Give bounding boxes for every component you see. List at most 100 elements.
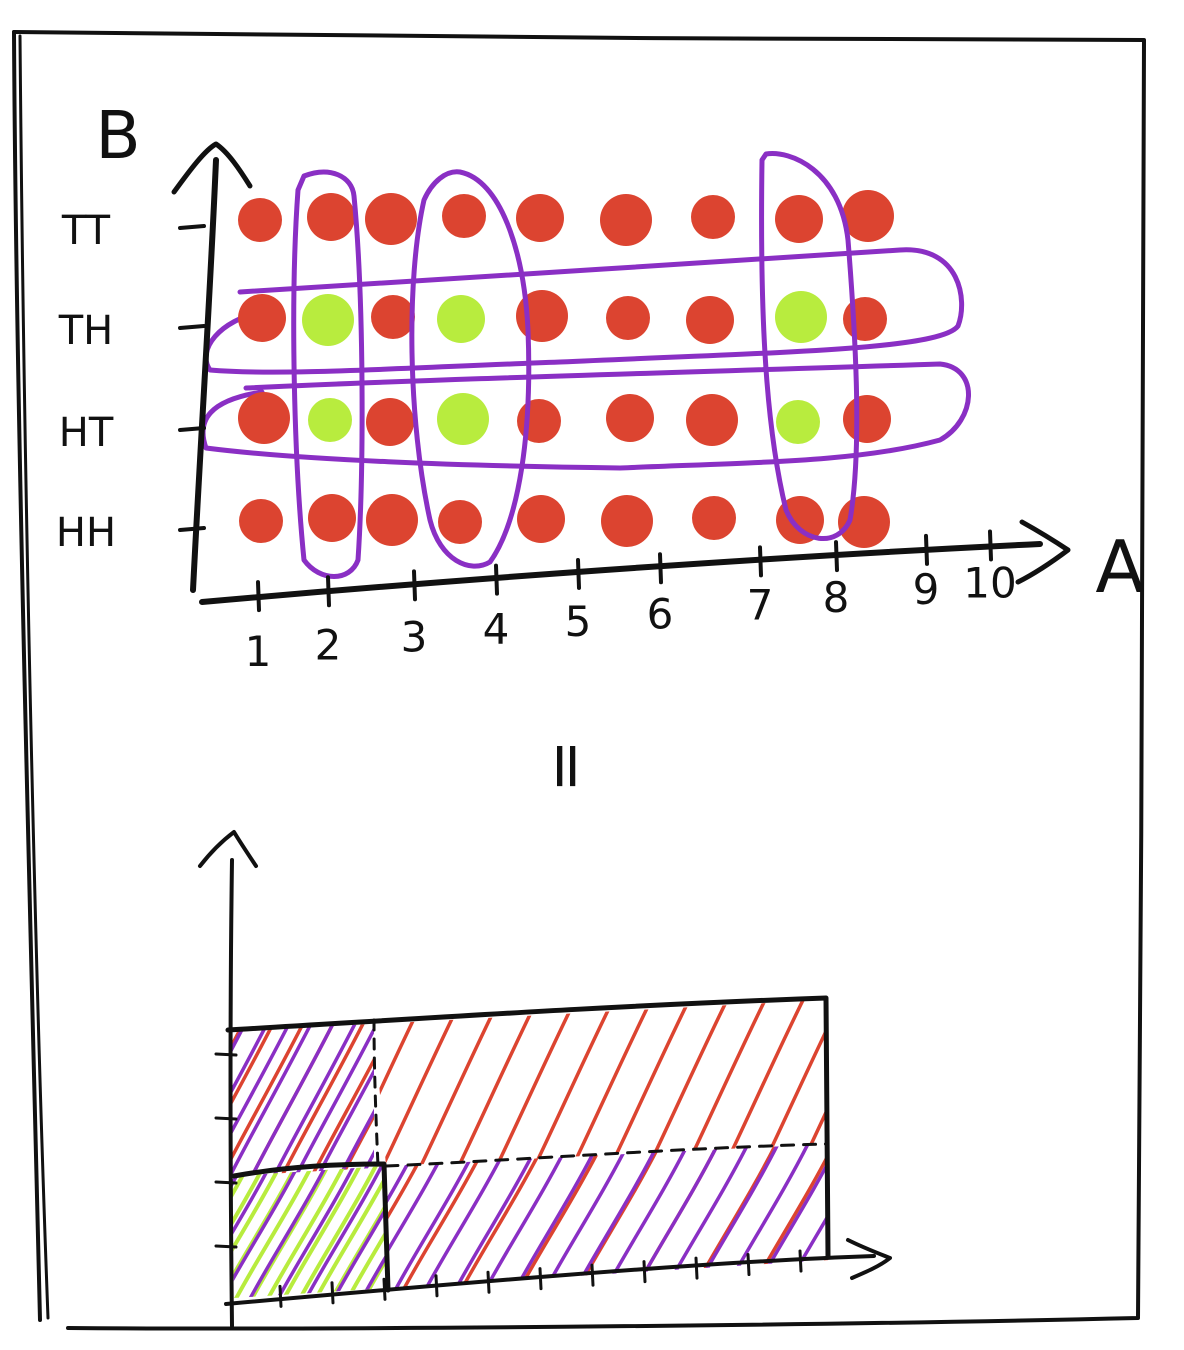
x-tick-label-9: 9 xyxy=(913,565,940,614)
left-strip-dashed-right xyxy=(372,1018,380,1168)
area-y-tick-3 xyxy=(214,1180,238,1185)
area-x-axis xyxy=(224,1254,876,1306)
x-tick-mark-6 xyxy=(658,552,663,585)
dot-TT-4-red xyxy=(442,194,486,238)
hatch-green-intersection-stroke xyxy=(232,1166,322,1298)
x-tick-label-8: 8 xyxy=(823,573,850,622)
hatch-purple-left-top-stroke xyxy=(314,1024,374,1176)
y-ticks: HH HT TH TT xyxy=(56,208,206,556)
dot-HT-1-red xyxy=(238,392,290,444)
dot-TH-9-red xyxy=(843,297,887,341)
area-x-tick-8 xyxy=(642,1260,647,1284)
dot-HT-9-red xyxy=(843,395,891,443)
dot-TH-1-red xyxy=(238,294,286,342)
dot-TH-4-green xyxy=(437,295,485,343)
area-x-tick-2 xyxy=(330,1281,335,1305)
y-axis-title: B xyxy=(95,97,140,174)
y-tick-mark-HH xyxy=(178,526,206,532)
hatch-fill xyxy=(230,990,922,1298)
x-tick-mark-2 xyxy=(326,575,331,608)
dot-HT-4-green xyxy=(437,393,489,445)
dot-TT-3-red xyxy=(365,193,417,245)
row-group-loop-TH xyxy=(203,247,965,375)
hatch-purple-left-top-stroke xyxy=(230,1024,320,1176)
x-tick-mark-5 xyxy=(576,557,581,590)
area-x-tick-11 xyxy=(798,1249,803,1273)
area-y-tick-2 xyxy=(214,1116,238,1121)
x-tick-label-10: 10 xyxy=(963,558,1016,607)
dot-TH-6-red xyxy=(606,296,650,340)
hatch-purple-left-top-stroke xyxy=(230,1024,232,1176)
x-tick-label-4: 4 xyxy=(483,605,510,654)
dot-TT-2-red xyxy=(307,193,355,241)
y-axis-arrowhead xyxy=(171,141,253,195)
x-tick-label-6: 6 xyxy=(647,589,674,638)
equals-sign: = xyxy=(530,739,604,793)
x-tick-mark-7 xyxy=(758,545,763,578)
page-border xyxy=(12,30,1147,1331)
dot-TT-8-red xyxy=(775,195,823,243)
hatch-green-intersection-stroke xyxy=(260,1166,354,1298)
dot-TH-3-red xyxy=(371,295,415,339)
x-axis-title: A xyxy=(1095,525,1144,609)
hatch-purple-left-top-stroke xyxy=(248,1024,342,1176)
hatch-purple-left-top-stroke xyxy=(230,1024,298,1176)
dot-grid xyxy=(238,190,894,548)
dot-TT-1-red xyxy=(238,198,282,242)
x-tick-mark-3 xyxy=(412,569,417,602)
y-tick-mark-TT xyxy=(178,224,206,230)
area-x-tick-4 xyxy=(434,1274,439,1298)
hatch-purple-left-top-stroke xyxy=(292,1024,374,1176)
scatter-chart: B A HH HT TH TT 1 2 3 4 5 6 7 8 9 10 xyxy=(56,97,1145,676)
hatch-red-right-bottom-stroke xyxy=(744,1144,830,1288)
dot-HH-9-red xyxy=(838,496,890,548)
area-x-tick-5 xyxy=(486,1270,491,1294)
y-tick-mark-HT xyxy=(178,426,206,432)
hatch-red-left-top-stroke xyxy=(230,1024,312,1176)
hatch-red-left-top-stroke xyxy=(278,1024,372,1176)
dot-HT-2-green xyxy=(308,398,352,442)
column-group-loop-2 xyxy=(291,169,365,579)
x-tick-label-7: 7 xyxy=(747,580,774,629)
hatch-red-right-top-stroke xyxy=(792,1000,826,1166)
row-group-loop-HT xyxy=(200,361,971,471)
area-x-tick-3 xyxy=(382,1277,387,1301)
hatch-purple-left-top-stroke xyxy=(230,1024,254,1176)
outer-region-border xyxy=(225,995,831,1259)
area-x-tick-7 xyxy=(590,1263,595,1287)
dot-HH-5-red xyxy=(517,495,565,543)
hatch-purple-left-top-stroke xyxy=(270,1024,364,1176)
x-tick-mark-9 xyxy=(924,533,929,566)
hatch-red-right-top-stroke xyxy=(754,1000,826,1166)
dot-HT-8-green xyxy=(776,400,820,444)
hatch-purple-intersection-stroke xyxy=(270,1166,364,1298)
x-tick-label-3: 3 xyxy=(401,612,428,661)
hatch-green-intersection-stroke xyxy=(232,1166,242,1298)
hatch-red-right-top-stroke xyxy=(450,1000,544,1166)
hatch-purple-intersection-stroke xyxy=(242,1166,336,1298)
y-tick-label-HH: HH xyxy=(56,510,116,556)
x-tick-mark-4 xyxy=(494,563,499,596)
x-axis-line xyxy=(199,541,1043,605)
hatch-red-right-top-stroke xyxy=(832,990,922,1180)
hatch-red-right-top-stroke xyxy=(488,1000,582,1166)
dot-HT-7-red xyxy=(686,394,738,446)
dot-HH-7-red xyxy=(692,496,736,540)
dot-TH-2-green xyxy=(302,294,354,346)
dot-TH-8-green xyxy=(775,291,827,343)
y-tick-mark-TH xyxy=(178,324,206,330)
y-axis-line xyxy=(190,157,219,593)
column-group-loops xyxy=(291,151,860,579)
hatch-red-right-top-stroke xyxy=(716,1000,810,1166)
dot-HH-3-red xyxy=(366,494,418,546)
column-group-loop-8 xyxy=(759,151,860,542)
x-tick-mark-8 xyxy=(834,540,839,573)
area-ticks xyxy=(214,1052,803,1308)
x-tick-label-5: 5 xyxy=(565,597,592,646)
y-tick-label-TT: TT xyxy=(61,208,111,254)
dot-HT-6-red xyxy=(606,394,654,442)
area-x-tick-1 xyxy=(278,1284,283,1308)
hatch-purple-intersection-stroke xyxy=(298,1166,388,1298)
bottom-band-dashed-top xyxy=(384,1142,828,1168)
